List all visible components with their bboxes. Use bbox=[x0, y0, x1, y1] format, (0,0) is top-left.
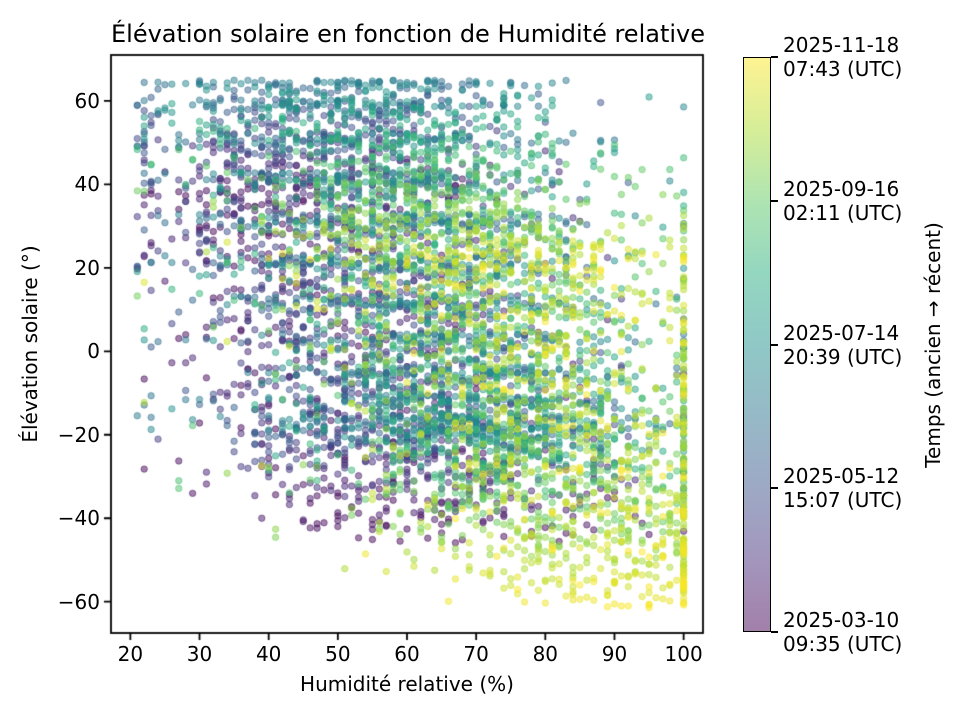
plot-title: Élévation solaire en fonction de Humidit… bbox=[111, 20, 705, 48]
y-tick-label: −60 bbox=[57, 589, 100, 614]
colorbar-tick-mark bbox=[771, 343, 778, 346]
y-tick-label: 0 bbox=[87, 339, 100, 364]
colorbar-tick-mark bbox=[771, 631, 778, 633]
colorbar-tick-mark bbox=[771, 56, 778, 58]
y-tick-label: 20 bbox=[74, 255, 100, 280]
colorbar-tick-mark bbox=[771, 487, 778, 490]
colorbar bbox=[743, 57, 771, 632]
x-axis-label: Humidité relative (%) bbox=[300, 672, 514, 696]
x-tick-label: 100 bbox=[664, 642, 703, 666]
y-tick-label: 40 bbox=[74, 172, 100, 197]
y-tick-label: −40 bbox=[57, 506, 100, 531]
x-tick-label: 70 bbox=[463, 642, 489, 666]
y-axis-label: Élévation solaire (°) bbox=[18, 245, 42, 443]
colorbar-tick-label: 2025-05-12 15:07 (UTC) bbox=[783, 464, 903, 513]
colorbar-gradient bbox=[744, 58, 770, 631]
x-tick-label: 90 bbox=[601, 642, 628, 666]
colorbar-tick-mark bbox=[771, 199, 778, 202]
y-tick-label: −20 bbox=[57, 422, 100, 447]
colorbar-tick-label: 2025-11-18 07:43 (UTC) bbox=[783, 33, 903, 81]
colorbar-tick-label: 2025-03-10 09:35 (UTC) bbox=[783, 608, 903, 656]
colorbar-tick-label: 2025-09-16 02:11 (UTC) bbox=[783, 176, 903, 225]
colorbar-tick-label: 2025-07-14 20:39 (UTC) bbox=[783, 320, 903, 369]
y-tick-label: 60 bbox=[74, 88, 100, 113]
x-tick-label: 60 bbox=[394, 642, 420, 666]
x-tick-label: 30 bbox=[186, 642, 213, 666]
x-tick-label: 50 bbox=[325, 642, 351, 666]
x-tick-label: 40 bbox=[255, 642, 282, 666]
x-tick-label: 80 bbox=[532, 642, 559, 666]
x-tick-label: 20 bbox=[117, 642, 144, 666]
colorbar-label: Temps (ancien → récent) bbox=[921, 222, 945, 468]
